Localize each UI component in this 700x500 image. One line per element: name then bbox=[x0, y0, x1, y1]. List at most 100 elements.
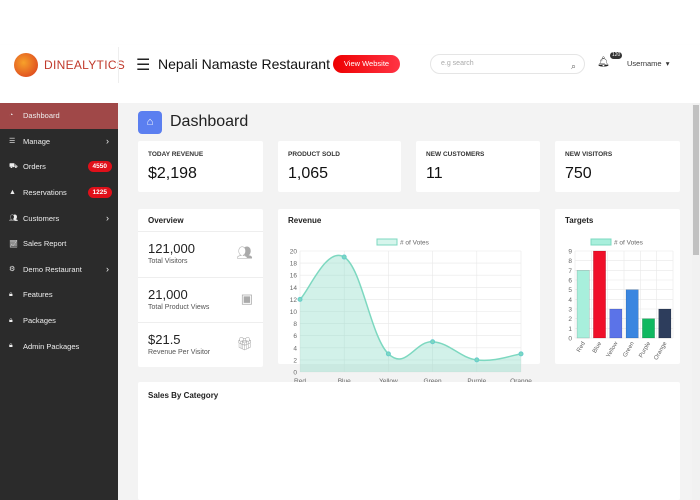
y-tick-label: 4 bbox=[568, 297, 572, 304]
y-tick-label: 4 bbox=[293, 345, 297, 352]
search-placeholder: e.g search bbox=[441, 60, 474, 67]
sidebar: ◔ Dashboard ☰ Manage › ⛟ Orders 4550 ▲ Reservatio… bbox=[0, 103, 118, 500]
overview-row: 121,000 Total Visitors 👥︎ bbox=[138, 231, 263, 276]
data-point[interactable] bbox=[385, 351, 391, 357]
legend-label[interactable]: # of Votes bbox=[400, 240, 430, 247]
scrollbar-thumb[interactable] bbox=[693, 105, 699, 255]
x-tick-label: Purple bbox=[638, 340, 652, 359]
username: Username bbox=[627, 59, 662, 68]
sidebar-item-dashboard[interactable]: ◔ Dashboard bbox=[0, 103, 118, 129]
sidebar-item-packages[interactable]: 🔒︎ Packages bbox=[0, 308, 118, 334]
sidebar-item-orders[interactable]: ⛟ Orders 4550 bbox=[0, 154, 118, 180]
logo[interactable]: DINEALYTICS bbox=[14, 53, 125, 77]
revenue-card: Revenue 0 2 4 6 8 10 12 14 16 18 20 # of Votes Red Bl… bbox=[278, 209, 540, 385]
overview-value: 121,000 bbox=[148, 241, 195, 256]
x-tick-label: Purple bbox=[467, 378, 486, 385]
cart-icon: ⛟ bbox=[9, 163, 18, 171]
logo-text: DINEALYTICS bbox=[44, 58, 126, 72]
stat-card-new-customers: NEW CUSTOMERS 11 bbox=[416, 141, 540, 192]
reservation-icon: ▲ bbox=[9, 189, 16, 197]
sidebar-item-label: Orders bbox=[23, 162, 46, 172]
x-tick-label: Yellow bbox=[606, 340, 620, 358]
overview-card: Overview 121,000 Total Visitors 👥︎ 21,000 T… bbox=[138, 209, 263, 367]
stat-label: TODAY REVENUE bbox=[148, 151, 204, 158]
y-tick-label: 3 bbox=[568, 307, 572, 314]
top-header: DINEALYTICS ☰ Nepali Namaste Restaurant … bbox=[0, 45, 700, 103]
card-title: Targets bbox=[565, 216, 594, 225]
stat-value: $2,198 bbox=[148, 165, 197, 182]
view-website-button[interactable]: View Website bbox=[333, 55, 400, 73]
sales-by-category-card: Sales By Category bbox=[138, 382, 680, 500]
y-tick-label: 2 bbox=[293, 357, 297, 364]
chevron-right-icon: › bbox=[106, 136, 109, 147]
sidebar-item-sales-report[interactable]: 📈︎ Sales Report bbox=[0, 231, 118, 257]
users-icon: 👥︎ bbox=[236, 245, 253, 260]
y-tick-label: 1 bbox=[568, 326, 572, 333]
area-fill bbox=[300, 255, 521, 372]
sidebar-item-label: Manage bbox=[23, 136, 51, 146]
card-title: Sales By Category bbox=[148, 391, 219, 400]
scrollbar[interactable] bbox=[692, 103, 700, 500]
y-tick-label: 6 bbox=[293, 333, 297, 340]
y-tick-label: 8 bbox=[293, 321, 297, 328]
sidebar-item-demo-restaurant[interactable]: ⚙ Demo Restaurant › bbox=[0, 257, 118, 283]
home-icon[interactable]: ⌂ bbox=[138, 111, 162, 134]
bar[interactable] bbox=[658, 308, 672, 339]
lock-icon: 🔒︎ bbox=[9, 342, 13, 350]
bar[interactable] bbox=[576, 270, 590, 339]
bar[interactable] bbox=[593, 250, 606, 339]
menu-toggle-icon[interactable]: ☰ bbox=[136, 57, 151, 74]
divider bbox=[118, 47, 119, 83]
sidebar-item-features[interactable]: 🔒︎ Features bbox=[0, 282, 118, 308]
user-menu[interactable]: Username ▾ bbox=[627, 59, 670, 68]
legend-swatch bbox=[590, 238, 612, 246]
search-icon[interactable]: ⌕ bbox=[570, 61, 576, 71]
card-title: Overview bbox=[148, 216, 184, 225]
sidebar-item-label: Customers bbox=[23, 213, 60, 223]
sidebar-item-label: Admin Packages bbox=[23, 341, 80, 351]
bar[interactable] bbox=[625, 289, 639, 339]
y-tick-label: 0 bbox=[568, 336, 572, 343]
lock-icon: 🔒︎ bbox=[9, 316, 13, 324]
y-tick-label: 2 bbox=[568, 316, 572, 323]
search-input[interactable]: e.g search ⌕ bbox=[430, 54, 585, 74]
chevron-right-icon: › bbox=[106, 264, 109, 275]
stat-card-product-sold: PRODUCT SOLD 1,065 bbox=[278, 141, 401, 192]
x-tick-label: Green bbox=[622, 341, 636, 358]
legend-label[interactable]: # of Votes bbox=[614, 240, 644, 247]
bar[interactable] bbox=[609, 308, 623, 339]
y-tick-label: 18 bbox=[290, 261, 298, 268]
data-point[interactable] bbox=[518, 351, 524, 357]
gear-icon: ⚙ bbox=[9, 266, 16, 274]
y-tick-label: 10 bbox=[290, 309, 298, 316]
data-point[interactable] bbox=[341, 254, 347, 260]
count-badge: 1225 bbox=[87, 187, 112, 199]
logo-icon bbox=[14, 53, 38, 77]
bell-icon[interactable]: 🔔︎ bbox=[597, 57, 610, 68]
data-point[interactable] bbox=[474, 357, 480, 363]
sidebar-item-customers[interactable]: 👥︎ Customers › bbox=[0, 205, 118, 231]
sidebar-item-label: Packages bbox=[23, 316, 56, 326]
y-tick-label: 9 bbox=[568, 249, 572, 256]
image-icon: ▣ bbox=[240, 291, 253, 306]
page-title: Dashboard bbox=[170, 113, 249, 130]
data-point[interactable] bbox=[430, 339, 436, 345]
bar[interactable] bbox=[642, 318, 655, 339]
sidebar-item-admin-packages[interactable]: 🔒︎ Admin Packages bbox=[0, 333, 118, 359]
targets-card: Targets 0 1 2 3 4 5 6 7 8 9 # of Votes Red Blue Yello… bbox=[555, 209, 680, 364]
targets-chart: 0 1 2 3 4 5 6 7 8 9 # of Votes Red Blue Yellow Green Pu… bbox=[568, 238, 674, 361]
caret-down-icon: ▾ bbox=[665, 59, 670, 68]
card-title: Revenue bbox=[288, 216, 322, 225]
lock-icon: 🔒︎ bbox=[9, 290, 13, 298]
sidebar-item-reservations[interactable]: ▲ Reservations 1225 bbox=[0, 180, 118, 206]
y-tick-label: 6 bbox=[568, 278, 572, 285]
x-tick-label: Orange bbox=[653, 340, 669, 361]
sidebar-item-manage[interactable]: ☰ Manage › bbox=[0, 129, 118, 155]
data-point[interactable] bbox=[297, 296, 303, 302]
users-icon: 👥︎ bbox=[9, 215, 18, 223]
y-tick-label: 5 bbox=[568, 287, 572, 294]
y-tick-label: 0 bbox=[293, 370, 297, 377]
x-tick-label: Yellow bbox=[379, 378, 398, 385]
y-tick-label: 8 bbox=[568, 258, 572, 265]
overview-label: Revenue Per Visitor bbox=[148, 349, 211, 356]
